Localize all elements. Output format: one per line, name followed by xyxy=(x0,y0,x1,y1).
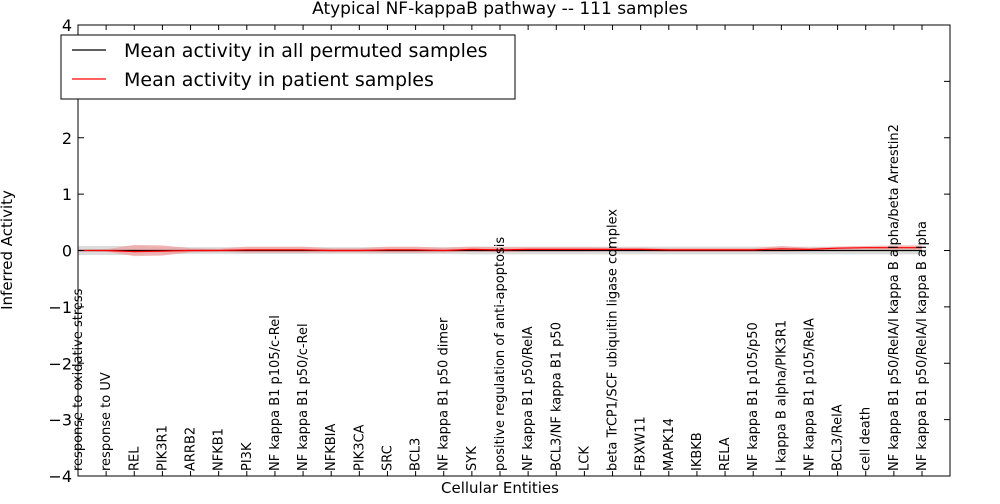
y-tick-label: −4 xyxy=(48,467,72,486)
x-tick-label: PI3K xyxy=(240,442,255,471)
y-tick-label: 2 xyxy=(62,129,72,148)
y-tick-label: −1 xyxy=(48,298,72,317)
x-tick-label: NFKB1 xyxy=(212,428,227,471)
x-tick-label: response to UV xyxy=(99,372,114,471)
x-tick-label: PIK3CA xyxy=(352,424,367,471)
x-tick-label: NF kappa B1 p50/RelA/I kappa B alpha/bet… xyxy=(887,124,902,471)
y-tick-label: 0 xyxy=(62,242,72,261)
x-tick-label: NF kappa B1 p105/c-Rel xyxy=(268,315,283,471)
x-tick-label: NF kappa B1 p105/RelA xyxy=(803,318,818,471)
x-tick-label: FBXW11 xyxy=(634,416,649,471)
legend-label-patient: Mean activity in patient samples xyxy=(124,69,434,91)
x-tick-label: cell death xyxy=(859,407,874,471)
legend-label-permuted: Mean activity in all permuted samples xyxy=(124,40,487,62)
y-tick-label: 4 xyxy=(62,16,72,35)
legend: Mean activity in all permuted samples Me… xyxy=(60,34,516,100)
x-tick-label: SRC xyxy=(381,445,396,471)
x-tick-label: BCL3 xyxy=(409,438,424,471)
chart-title: Atypical NF-kappaB pathway -- 111 sample… xyxy=(312,0,688,19)
x-tick-label: BCL3/NF kappa B1 p50 xyxy=(549,322,564,471)
x-tick-label: NF kappa B1 p105/p50 xyxy=(746,322,761,471)
x-tick-label: ARRB2 xyxy=(184,427,199,471)
x-tick-label: I kappa B alpha/PIK3R1 xyxy=(774,320,789,471)
x-tick-label: REL xyxy=(127,446,142,471)
x-tick-label: NFKBIA xyxy=(324,424,339,471)
x-tick-label: NF kappa B1 p50 dimer xyxy=(437,317,452,471)
x-tick-label: PIK3R1 xyxy=(155,425,170,471)
x-tick-label: NF kappa B1 p50/c-Rel xyxy=(296,323,311,471)
x-tick-label: IKBKB xyxy=(690,432,705,471)
legend-box xyxy=(60,34,516,100)
y-tick-label: −3 xyxy=(48,411,72,430)
x-tick-label: SYK xyxy=(465,446,480,471)
y-axis-ticks: −4−3−2−101234 xyxy=(48,16,950,486)
x-tick-label: beta TrCP1/SCF ubiquitin ligase complex xyxy=(606,209,621,471)
y-axis-label: Inferred Activity xyxy=(0,190,16,310)
series-line-1 xyxy=(78,247,922,253)
x-tick-label: LCK xyxy=(577,446,592,471)
x-tick-label: positive regulation of anti-apoptosis xyxy=(493,237,508,471)
x-tick-label: BCL3/RelA xyxy=(831,404,846,471)
x-axis-label: Cellular Entities xyxy=(441,479,559,497)
x-tick-label: NF kappa B1 p50/RelA xyxy=(521,326,536,471)
x-tick-label: NF kappa B1 p50/RelA/I kappa B alpha xyxy=(915,221,930,471)
x-tick-label: RELA xyxy=(718,437,733,471)
series-lines xyxy=(78,247,922,253)
y-tick-label: 1 xyxy=(62,185,72,204)
x-tick-label: MAPK14 xyxy=(662,418,677,471)
y-tick-label: −2 xyxy=(48,354,72,373)
plot-frame xyxy=(77,24,951,477)
x-tick-labels: response to oxidative stress response to … xyxy=(71,25,930,476)
